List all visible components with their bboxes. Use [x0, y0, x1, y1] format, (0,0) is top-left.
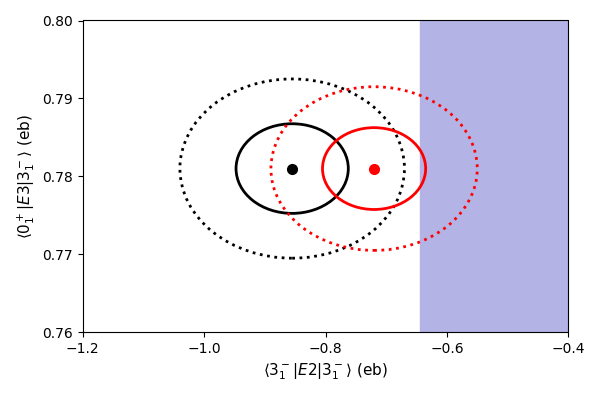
Bar — [419, 21, 568, 332]
Y-axis label: $\langle 0_1^+|E3|3_1^-\rangle$ (eb): $\langle 0_1^+|E3|3_1^-\rangle$ (eb) — [15, 114, 37, 239]
X-axis label: $\langle 3_1^-|E2|3_1^-\rangle$ (eb): $\langle 3_1^-|E2|3_1^-\rangle$ (eb) — [263, 362, 388, 382]
